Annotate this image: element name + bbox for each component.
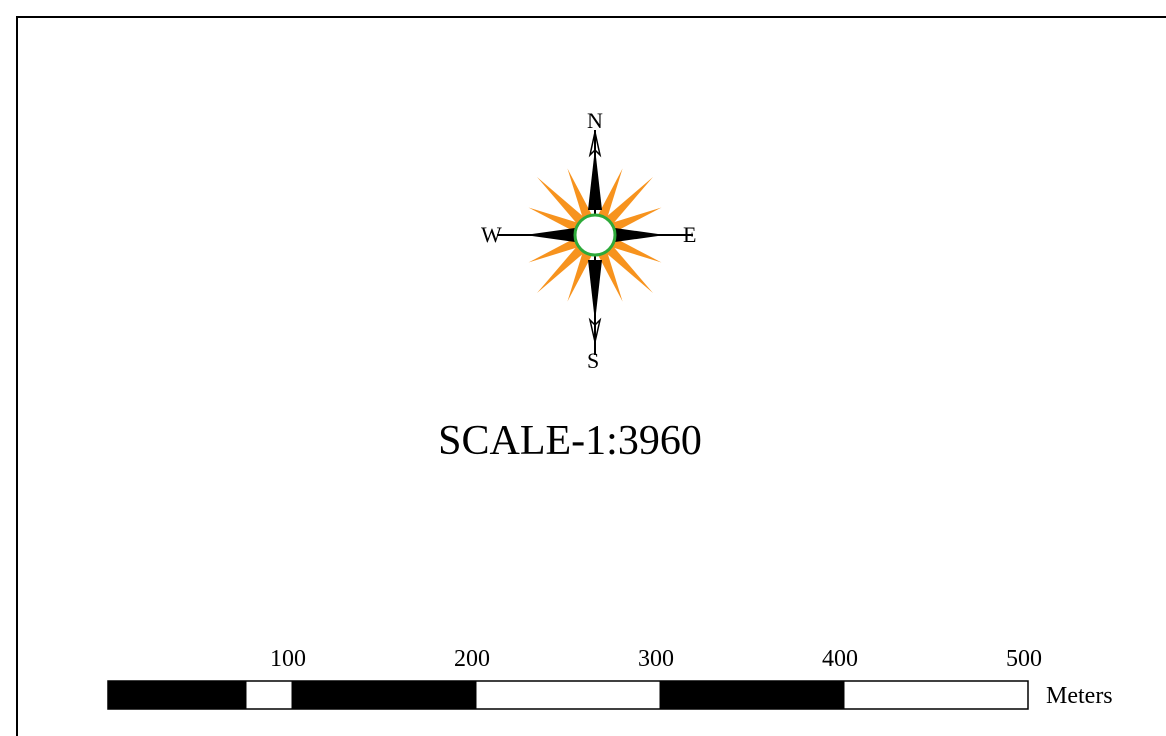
scale-bar-segments: [107, 680, 1029, 710]
scale-tick-label: 500: [1006, 646, 1042, 672]
west-label: W: [481, 222, 502, 247]
scale-ratio-text: SCALE-1:3960: [438, 418, 702, 464]
compass-ray: [537, 177, 586, 226]
scale-tick-label: 300: [638, 646, 674, 672]
scale-bar-segment: [843, 680, 1029, 710]
compass-ray: [604, 177, 653, 226]
compass-ray: [567, 168, 593, 221]
scale-tick-label: 400: [822, 646, 858, 672]
compass-rays: [528, 168, 662, 302]
compass-ray: [537, 244, 586, 293]
scale-bar-segment: [291, 680, 477, 710]
compass-ray: [528, 237, 581, 263]
scale-bar-segment: [475, 680, 661, 710]
compass-ray: [597, 168, 623, 221]
scale-unit-label: Meters: [1046, 683, 1113, 709]
compass-ray: [609, 207, 662, 233]
compass-ray: [609, 237, 662, 263]
scale-bar-outline: [107, 680, 1029, 710]
north-label: N: [587, 110, 603, 133]
scale-tick-label: 100: [270, 646, 306, 672]
scale-bar-tick-labels: 100 200 300 400 500: [270, 646, 1042, 672]
compass-ray: [567, 249, 593, 302]
scale-bar-segment: [659, 680, 845, 710]
south-label: S: [587, 348, 599, 373]
scale-bar-segment: [107, 680, 247, 710]
compass-ray: [597, 249, 623, 302]
north-arrow-compass-icon: N S E W: [481, 110, 696, 373]
compass-ray: [604, 244, 653, 293]
scale-bar-segment: [245, 680, 293, 710]
compass-center-ring: [573, 213, 617, 257]
east-label: E: [683, 222, 696, 247]
compass-ray: [528, 207, 581, 233]
map-frame: [16, 16, 1166, 736]
scale-tick-label: 200: [454, 646, 490, 672]
